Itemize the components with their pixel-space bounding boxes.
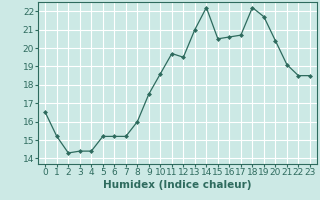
X-axis label: Humidex (Indice chaleur): Humidex (Indice chaleur) xyxy=(103,180,252,190)
